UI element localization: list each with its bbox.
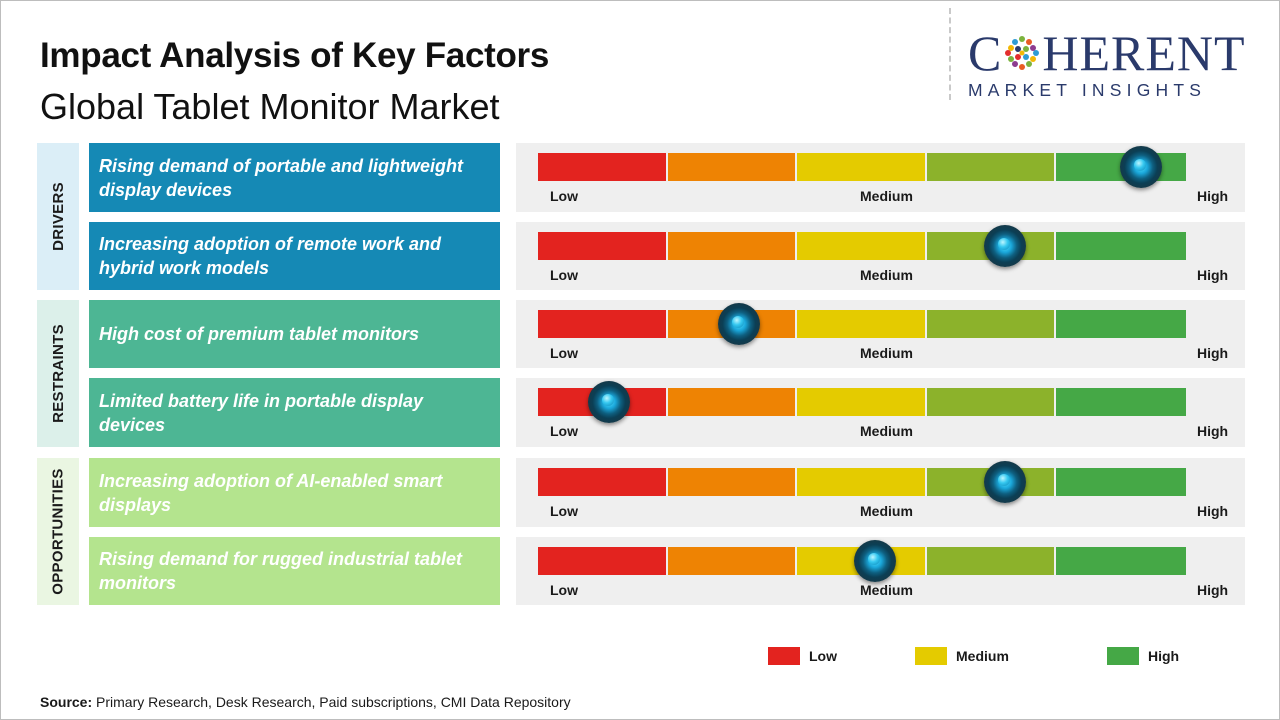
impact-indicator-knob xyxy=(983,225,1026,267)
gauge-label-low: Low xyxy=(550,267,578,283)
gauge-label-medium: Medium xyxy=(860,582,913,598)
gauge-segment xyxy=(538,232,666,260)
impact-gauge: Low Medium High xyxy=(516,300,1245,368)
source-prefix: Source: xyxy=(40,694,93,710)
gauge-segment xyxy=(797,310,925,338)
gauge-segment xyxy=(667,388,796,416)
gauge-label-high: High xyxy=(1197,503,1229,519)
logo-letters-herent: HERENT xyxy=(1042,25,1246,81)
gauge-label-low: Low xyxy=(550,503,578,519)
gauge-label-medium: Medium xyxy=(860,188,913,204)
impact-gauge: Low Medium High xyxy=(516,537,1245,605)
gauge-label-low: Low xyxy=(550,188,578,204)
legend-item-medium: Medium xyxy=(915,647,1009,665)
logo-tagline: MARKET INSIGHTS xyxy=(968,80,1207,100)
legend-label: High xyxy=(1148,648,1180,664)
logo-wordmark: C HERENT xyxy=(968,28,1262,78)
gauge-label-low: Low xyxy=(550,582,578,598)
gauge-segment xyxy=(797,153,925,181)
category-restraints: RESTRAINTS xyxy=(37,300,79,447)
impact-gauge: Low Medium High xyxy=(516,378,1245,447)
legend-item-high: High xyxy=(1107,647,1179,665)
impact-gauge: Low Medium High xyxy=(516,143,1245,212)
gauge-segment xyxy=(926,388,1055,416)
category-opportunities: OPPORTUNITIES xyxy=(37,458,79,605)
gauge-label-medium: Medium xyxy=(860,423,913,439)
gauge-segment xyxy=(538,310,666,338)
gauge-segment xyxy=(797,468,925,496)
factor-box-restraint-1: High cost of premium tablet monitors xyxy=(89,300,500,368)
gauge-segment xyxy=(926,310,1055,338)
legend-swatch-medium xyxy=(915,647,947,665)
gauge-segment xyxy=(667,232,796,260)
gauge-label-high: High xyxy=(1197,345,1229,361)
source-note: Source: Primary Research, Desk Research,… xyxy=(40,694,571,710)
gauge-segment xyxy=(1056,232,1186,260)
logo-dots-icon xyxy=(1005,36,1040,70)
factor-box-opportunity-1: Increasing adoption of AI-enabled smart … xyxy=(89,458,500,527)
gauge-segment xyxy=(926,547,1055,575)
page-title: Impact Analysis of Key Factors xyxy=(40,36,550,75)
category-label: RESTRAINTS xyxy=(49,324,67,423)
legend-label: Medium xyxy=(956,648,1009,664)
gauge-segment xyxy=(797,232,925,260)
category-label: DRIVERS xyxy=(49,182,67,251)
gauge-label-high: High xyxy=(1197,267,1229,283)
gauge-segment xyxy=(538,547,666,575)
impact-indicator-knob xyxy=(853,540,896,582)
gauge-segment xyxy=(797,388,925,416)
impact-indicator-knob xyxy=(1119,146,1162,188)
gauge-label-high: High xyxy=(1197,582,1229,598)
source-text: Primary Research, Desk Research, Paid su… xyxy=(92,694,571,710)
gauge-segment xyxy=(1056,310,1186,338)
gauge-segment xyxy=(1056,468,1186,496)
legend-swatch-high xyxy=(1107,647,1139,665)
gauge-segment xyxy=(1056,547,1186,575)
impact-gauge: Low Medium High xyxy=(516,458,1245,527)
gauge-segment xyxy=(667,153,796,181)
header-divider xyxy=(949,8,951,100)
gauge-segment xyxy=(1056,388,1186,416)
gauge-segment xyxy=(538,468,666,496)
factor-box-opportunity-2: Rising demand for rugged industrial tabl… xyxy=(89,537,500,605)
gauge-segment xyxy=(667,468,796,496)
gauge-label-medium: Medium xyxy=(860,503,913,519)
impact-indicator-knob xyxy=(717,303,760,345)
factor-box-restraint-2: Limited battery life in portable display… xyxy=(89,378,500,447)
category-label: OPPORTUNITIES xyxy=(49,468,67,595)
impact-gauge: Low Medium High xyxy=(516,222,1245,290)
gauge-label-high: High xyxy=(1197,188,1229,204)
gauge-label-medium: Medium xyxy=(860,267,913,283)
gauge-segment xyxy=(538,153,666,181)
gauge-label-high: High xyxy=(1197,423,1229,439)
gauge-segment xyxy=(926,153,1055,181)
legend-item-low: Low xyxy=(768,647,837,665)
gauge-label-medium: Medium xyxy=(860,345,913,361)
impact-indicator-knob xyxy=(983,461,1026,503)
gauge-label-low: Low xyxy=(550,345,578,361)
coherent-logo: C HERENT MARKE xyxy=(968,28,1262,101)
gauge-label-low: Low xyxy=(550,423,578,439)
factor-box-driver-2: Increasing adoption of remote work and h… xyxy=(89,222,500,290)
factor-box-driver-1: Rising demand of portable and lightweigh… xyxy=(89,143,500,212)
page-subtitle: Global Tablet Monitor Market xyxy=(40,86,500,127)
impact-indicator-knob xyxy=(588,381,631,423)
gauge-segment xyxy=(667,547,796,575)
category-drivers: DRIVERS xyxy=(37,143,79,290)
legend-label: Low xyxy=(809,648,837,664)
legend-swatch-low xyxy=(768,647,800,665)
logo-letter-c: C xyxy=(968,25,1003,81)
